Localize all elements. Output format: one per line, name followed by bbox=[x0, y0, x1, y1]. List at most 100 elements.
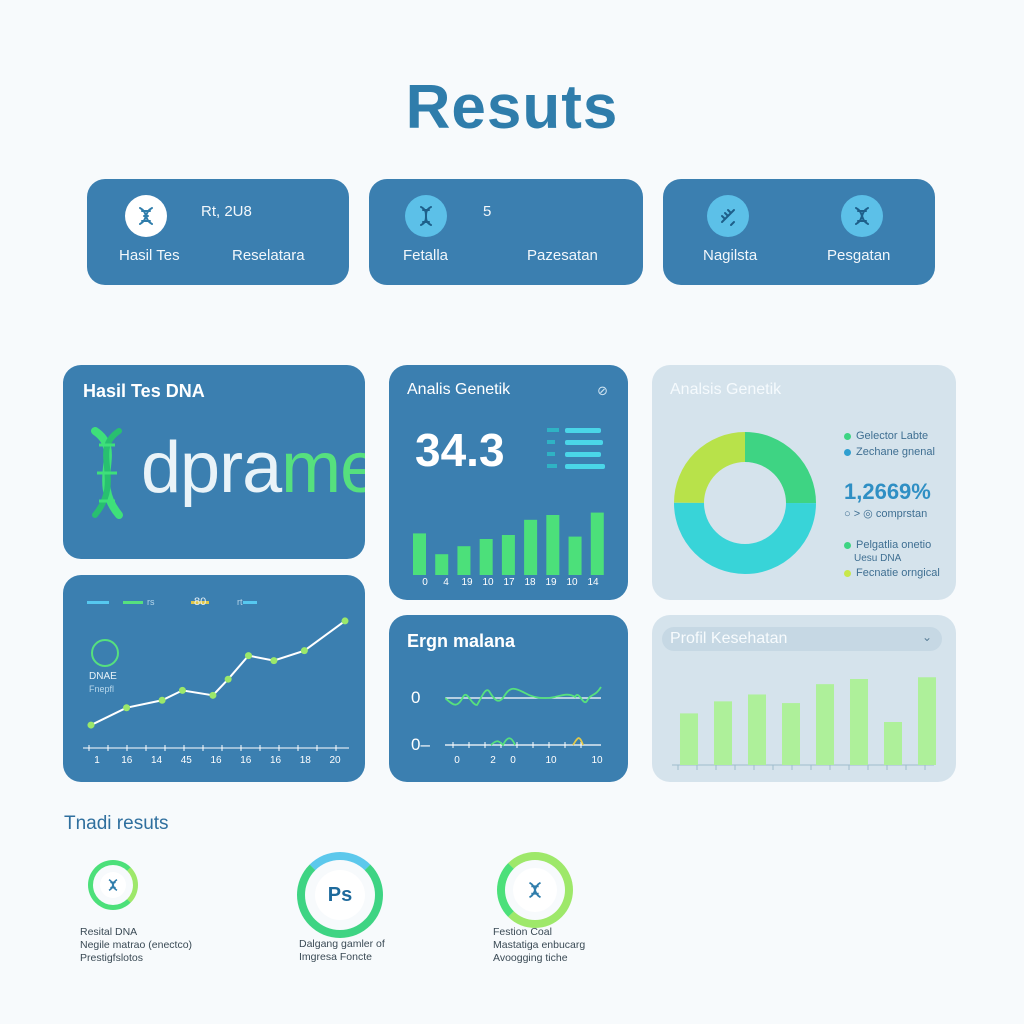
dna-icon bbox=[513, 868, 557, 912]
bar bbox=[413, 533, 426, 575]
brand-logo-text: dpramea bbox=[141, 428, 365, 508]
trend-icon-label: Ps bbox=[315, 870, 365, 920]
dna-test-panel[interactable]: Hasil Tes DNA dpramea bbox=[63, 365, 365, 559]
legend-label: 80 bbox=[194, 596, 207, 608]
summary-card-fetalla[interactable]: 5 Fetalla Pazesatan bbox=[369, 179, 643, 285]
bar bbox=[457, 546, 471, 575]
donut-slice bbox=[674, 432, 816, 574]
data-point bbox=[270, 657, 278, 665]
x-tick-label: 17 bbox=[503, 577, 515, 588]
page-title: Resuts bbox=[405, 73, 619, 142]
data-point bbox=[87, 721, 95, 729]
legend-label: rs bbox=[147, 597, 155, 607]
data-point bbox=[244, 652, 252, 660]
profile-dropdown[interactable]: Profil Kesehatan ⌄ bbox=[662, 627, 942, 651]
y-axis-label: 0– bbox=[411, 735, 430, 754]
trend-line-panel[interactable]: rs 80 rt DNAE Fnepfl 1 16 14 45 16 16 16 18 20 bbox=[63, 575, 365, 782]
line-chart bbox=[83, 617, 349, 751]
bar bbox=[568, 536, 582, 575]
data-point bbox=[123, 704, 131, 712]
x-tick-label: 16 bbox=[121, 755, 133, 766]
x-tick-label: 4 bbox=[443, 577, 449, 588]
bar bbox=[884, 722, 902, 765]
bar bbox=[590, 512, 604, 575]
panel-title: Analsis Genetik bbox=[670, 381, 782, 398]
x-tick-label: 18 bbox=[524, 577, 536, 588]
bar bbox=[714, 701, 732, 765]
health-profile-panel[interactable]: Profil Kesehatan ⌄ bbox=[652, 615, 956, 782]
panel-title: Ergn malana bbox=[407, 631, 516, 651]
dna-icon bbox=[125, 195, 167, 237]
dna-logo-icon bbox=[91, 427, 123, 519]
x-tick-label: 10 bbox=[545, 755, 557, 766]
x-tick-label: 14 bbox=[150, 755, 163, 766]
summary-label: Hasil Tes bbox=[119, 247, 180, 264]
x-tick-label: 18 bbox=[299, 755, 311, 766]
data-point bbox=[209, 691, 217, 699]
genetic-analysis-panel[interactable]: Analis Genetik ⊘ 34.3 0 4 19 10 17 18 19 10 14 bbox=[389, 365, 628, 600]
panel-title: Analis Genetik bbox=[407, 381, 511, 398]
summary-value: 5 bbox=[483, 203, 492, 220]
side-label: DNAE bbox=[89, 671, 117, 682]
legend-item: Gelector Labte bbox=[844, 430, 928, 442]
summary-label: Pesgatan bbox=[827, 247, 891, 264]
data-point bbox=[300, 647, 308, 655]
trend-description: Resital DNA Negile matrao (enectco) Presti… bbox=[80, 926, 193, 964]
bar bbox=[501, 535, 515, 575]
x-tick-label: 19 bbox=[545, 577, 557, 588]
trend-ring bbox=[297, 852, 383, 938]
x-tick-label: 45 bbox=[180, 755, 192, 766]
mini-legend-icon bbox=[547, 428, 605, 469]
legend-item: Fecnatie orngical bbox=[844, 567, 940, 579]
bar bbox=[918, 677, 936, 765]
status-ring-icon bbox=[91, 639, 119, 667]
x-tick-label: 10 bbox=[566, 577, 578, 588]
summary-card-nagilsta[interactable]: Nagilsta Pesgatan bbox=[663, 179, 935, 285]
x-tick-label: 19 bbox=[461, 577, 473, 588]
analysis-bar-chart bbox=[413, 512, 604, 575]
dna-icon bbox=[100, 872, 126, 898]
bar bbox=[850, 679, 868, 765]
chevron-down-icon: ⌄ bbox=[921, 630, 932, 644]
donut-slice bbox=[674, 432, 816, 574]
summary-label: Reselatara bbox=[232, 247, 305, 264]
summary-value: Rt, 2U8 bbox=[201, 203, 252, 220]
summary-card-test-result[interactable]: Rt, 2U8 Hasil Tes Reselatara bbox=[87, 179, 349, 285]
summary-label: Fetalla bbox=[403, 247, 449, 264]
trend-description: Festion Coal Mastatiga enbucarg Avoogging … bbox=[493, 926, 586, 964]
x-tick-label: 2 bbox=[490, 755, 496, 766]
bar bbox=[816, 684, 834, 765]
y-axis-label: 0 bbox=[411, 688, 421, 707]
trend-description: Dalgang gamler of Imgresa Foncte bbox=[299, 938, 385, 963]
data-point bbox=[341, 617, 349, 625]
summary-label: Nagilsta bbox=[703, 247, 758, 264]
data-point bbox=[178, 686, 186, 694]
legend-item: Zechane gnenal bbox=[844, 446, 935, 458]
donut-chart bbox=[674, 432, 816, 574]
energy-panel[interactable]: Ergn malana 0 0– 0 2 0 10 10 bbox=[389, 615, 628, 782]
link-icon[interactable]: ⊘ bbox=[597, 383, 608, 398]
x-tick-label: 0 bbox=[422, 577, 428, 588]
waveform-chart bbox=[445, 686, 602, 748]
summary-label: Pazesatan bbox=[527, 247, 598, 264]
x-tick-label: 10 bbox=[482, 577, 494, 588]
bar bbox=[479, 539, 493, 575]
x-tick-label: 16 bbox=[269, 755, 282, 766]
donut-analysis-panel[interactable]: Analsis Genetik Gelector Labte Zechane g… bbox=[652, 365, 956, 600]
bar bbox=[782, 703, 800, 765]
bar bbox=[546, 515, 560, 575]
series-line bbox=[90, 620, 346, 726]
donut-big-value: 1,2669% bbox=[844, 479, 931, 504]
legend-item: Pelgatlia onetio bbox=[844, 539, 931, 551]
bar bbox=[748, 694, 766, 765]
dna-icon bbox=[707, 195, 749, 237]
bar bbox=[524, 519, 538, 575]
x-tick-label: 20 bbox=[329, 755, 341, 766]
line-legend bbox=[87, 601, 257, 604]
x-tick-label: 1 bbox=[94, 755, 100, 766]
panel-title: Hasil Tes DNA bbox=[83, 381, 205, 401]
profile-bar-chart bbox=[672, 677, 936, 770]
legend-label: rt bbox=[237, 597, 243, 607]
side-label: Fnepfl bbox=[89, 684, 115, 694]
dna-helix-icon bbox=[405, 195, 447, 237]
